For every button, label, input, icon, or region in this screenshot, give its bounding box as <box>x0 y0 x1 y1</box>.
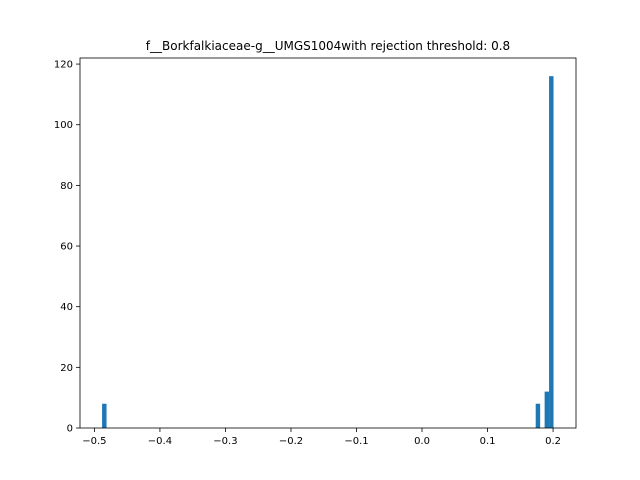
y-tick-label: 20 <box>60 363 73 374</box>
x-tick-label: −0.2 <box>279 436 303 447</box>
histogram-bar-0 <box>102 403 107 428</box>
histogram-bar-2 <box>544 391 550 428</box>
bars-group <box>102 76 554 429</box>
y-tick-label: 120 <box>54 60 73 71</box>
chart-title: f__Borkfalkiaceae-g__UMGS1004with reject… <box>146 39 510 53</box>
histogram-bar-1 <box>535 403 541 428</box>
x-tick-label: −0.1 <box>344 436 368 447</box>
x-axis: −0.5 −0.4 −0.3 −0.2 −0.1 0.0 0.1 0.2 <box>82 428 561 447</box>
plot-frame <box>79 57 577 429</box>
x-tick-label: −0.3 <box>213 436 237 447</box>
y-tick-label: 0 <box>67 424 73 435</box>
y-axis: 0 20 40 60 80 100 120 <box>54 60 80 435</box>
x-tick-label: 0.0 <box>414 436 430 447</box>
histogram-bar-3 <box>549 76 554 429</box>
y-tick-label: 100 <box>54 120 73 131</box>
x-tick-label: 0.1 <box>480 436 496 447</box>
y-tick-label: 80 <box>60 181 73 192</box>
x-tick-label: 0.2 <box>545 436 561 447</box>
y-tick-label: 40 <box>60 302 73 313</box>
x-tick-label: −0.5 <box>82 436 106 447</box>
y-tick-label: 60 <box>60 242 73 253</box>
x-tick-label: −0.4 <box>148 436 172 447</box>
